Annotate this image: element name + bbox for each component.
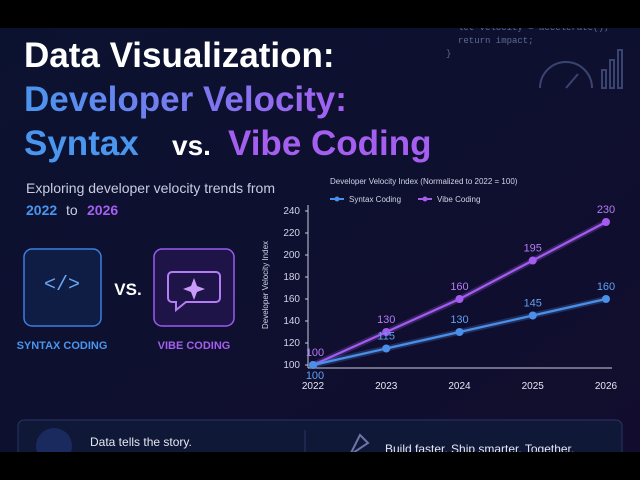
title-vs: vs.	[172, 130, 211, 161]
y-tick-label: 100	[283, 360, 300, 371]
x-tick-label: 2022	[302, 381, 325, 392]
x-tick-label: 2025	[522, 381, 545, 392]
data-label: 230	[597, 204, 615, 216]
legend-marker	[334, 196, 340, 202]
data-label: 195	[524, 243, 542, 255]
subtitle-to: to	[66, 202, 78, 218]
data-point	[602, 295, 610, 303]
syntax-icon-box	[23, 248, 102, 327]
data-point	[528, 311, 537, 320]
y-tick-label: 240	[283, 206, 300, 217]
vibe-icon	[167, 271, 221, 313]
vibe-sparkle	[183, 278, 205, 300]
data-label: 160	[597, 281, 615, 293]
syntax-label: SYNTAX CODING	[17, 340, 108, 352]
data-point	[382, 328, 391, 336]
code-line: return impact;	[458, 36, 534, 46]
data-point	[455, 328, 464, 336]
chart-title: Developer Velocity Index (Normalized to …	[330, 177, 518, 186]
chart: Developer Velocity Index (Normalized to …	[261, 177, 618, 392]
legend-marker	[422, 196, 428, 202]
title-line: Developer Velocity:	[24, 80, 347, 119]
subtitle-year: 2026	[87, 202, 118, 218]
vs-label: VS.	[114, 280, 141, 299]
y-tick-label: 160	[283, 294, 300, 305]
decor-icons	[539, 49, 623, 89]
y-tick-label: 220	[283, 228, 300, 239]
background	[0, 28, 640, 452]
data-label: 130	[450, 314, 468, 326]
y-axis-label: Developer Velocity Index	[261, 241, 270, 329]
legend-label: Syntax Coding	[349, 195, 401, 204]
rocket-icon	[347, 433, 370, 458]
data-point	[455, 295, 464, 303]
footer-left-title: Data tells the story.	[90, 435, 192, 449]
title-vibe: Vibe Coding	[228, 124, 432, 163]
title-syntax: Syntax	[24, 124, 139, 163]
data-label: 100	[306, 370, 324, 382]
y-tick-label: 120	[283, 338, 300, 349]
y-tick-label: 140	[283, 316, 300, 327]
vibe-label: VIBE CODING	[158, 340, 231, 352]
y-tick-label: 200	[283, 250, 300, 261]
letterbox-bottom	[0, 452, 640, 480]
data-point	[528, 256, 537, 265]
subtitle: Exploring developer velocity trends from	[26, 180, 275, 196]
x-tick-label: 2023	[375, 381, 398, 392]
data-point	[382, 344, 391, 353]
data-label: 100	[306, 347, 324, 359]
y-tick-label: 180	[283, 272, 300, 283]
data-point	[309, 361, 317, 369]
x-tick-label: 2024	[448, 381, 471, 392]
data-label: 115	[377, 331, 395, 343]
title-line: Data Visualization:	[24, 36, 335, 75]
letterbox-top	[0, 0, 640, 28]
data-label: 130	[377, 314, 395, 326]
data-label: 160	[450, 281, 468, 293]
x-tick-label: 2026	[595, 381, 618, 392]
data-label: 145	[524, 298, 542, 310]
legend-label: Vibe Coding	[437, 195, 480, 204]
code-line: }	[446, 49, 451, 59]
data-point	[602, 218, 610, 226]
syntax-icon: </>	[44, 274, 80, 297]
subtitle-year: 2022	[26, 202, 57, 218]
